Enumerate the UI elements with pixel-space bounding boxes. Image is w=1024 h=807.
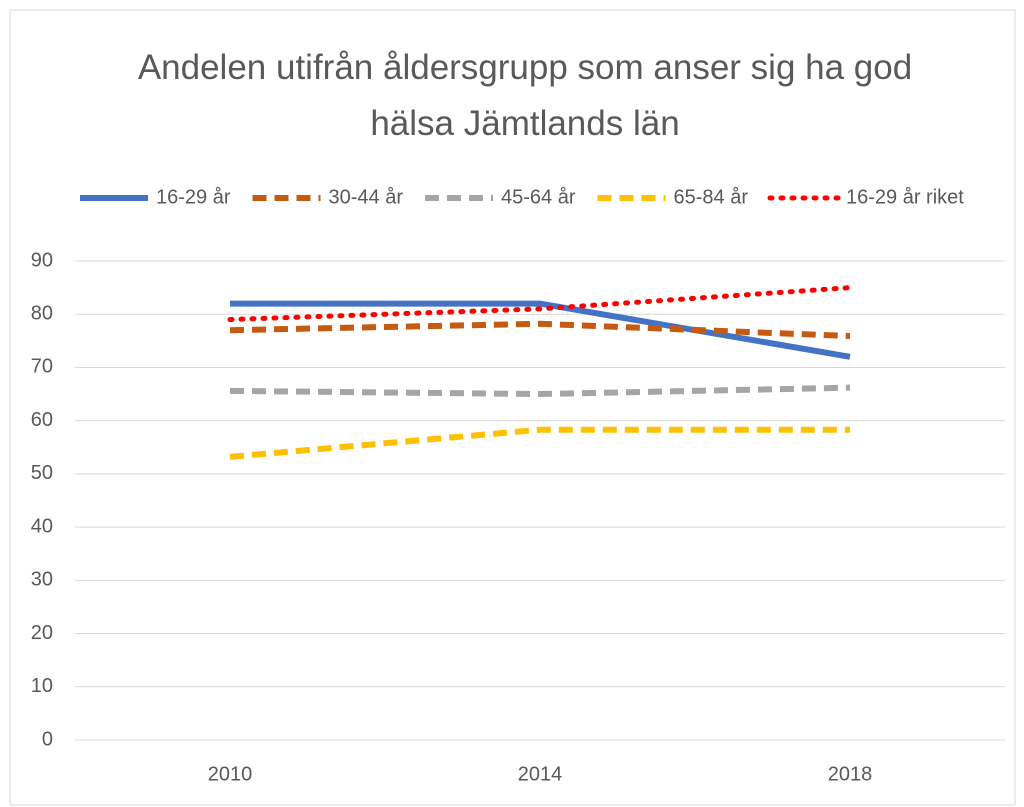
legend-label: 16-29 år riket: [846, 186, 964, 208]
y-tick-label: 70: [31, 356, 53, 378]
y-tick-label: 50: [31, 462, 53, 484]
y-tick-label: 90: [31, 249, 53, 271]
y-tick-label: 10: [31, 675, 53, 697]
y-tick-label: 40: [31, 515, 53, 537]
y-tick-label: 60: [31, 409, 53, 431]
y-tick-label: 20: [31, 622, 53, 644]
y-tick-label: 0: [42, 728, 53, 750]
legend-label: 65-84 år: [674, 186, 749, 208]
y-tick-label: 80: [31, 303, 53, 325]
x-tick-label: 2010: [208, 763, 253, 785]
series-line: [230, 300, 851, 360]
x-tick-label: 2018: [828, 763, 873, 785]
series-line: [227, 285, 853, 323]
y-tick-label: 30: [31, 569, 53, 591]
chart-frame: [9, 9, 1016, 806]
legend-label: 45-64 år: [501, 186, 576, 208]
series-line: [229, 426, 850, 460]
series-line: [229, 384, 851, 398]
x-tick-label: 2014: [518, 763, 563, 785]
chart-title: Andelen utifrån åldersgrupp som anser si…: [137, 48, 913, 143]
series-line: [229, 320, 851, 340]
legend-label: 16-29 år: [156, 186, 231, 208]
legend-label: 30-44 år: [329, 186, 404, 208]
